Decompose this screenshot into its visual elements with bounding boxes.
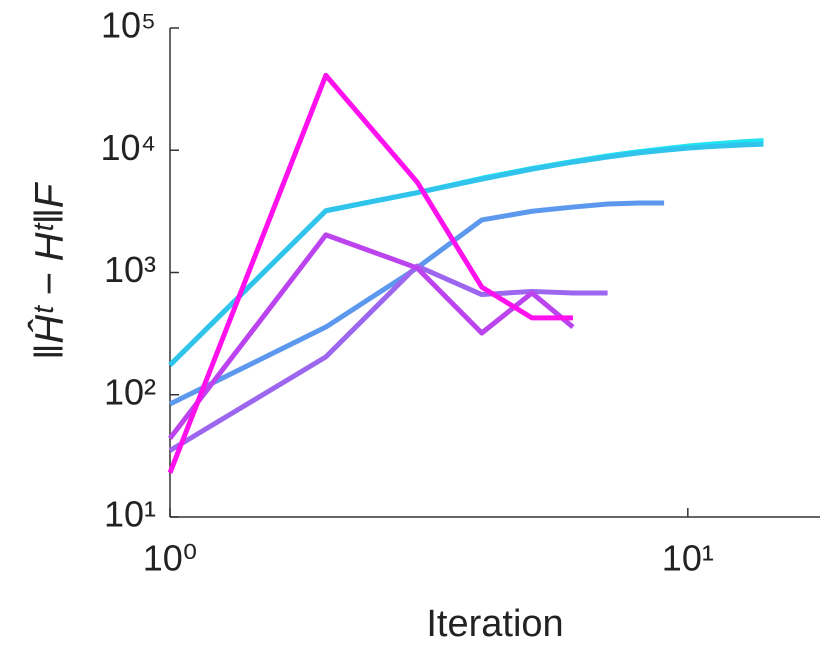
series-line [168,138,764,367]
y-tick-label: 10⁵ [101,5,156,46]
x-tick-label: 10⁰ [143,538,197,579]
series-line [168,263,608,453]
y-tick-label: 10³ [104,249,156,290]
y-tick-label: 10² [104,371,156,412]
y-tick-label: 10¹ [104,494,156,535]
y-axis-label: ‖Ĥᵗ − Hᵗ‖F [27,181,72,360]
x-axis-label: Iteration [426,603,563,645]
x-tick-label: 10¹ [662,538,714,579]
y-tick-label: 10⁴ [100,127,156,168]
series-line [167,72,573,474]
series-line [168,200,665,407]
series-line [168,232,575,440]
series-line [168,141,764,367]
